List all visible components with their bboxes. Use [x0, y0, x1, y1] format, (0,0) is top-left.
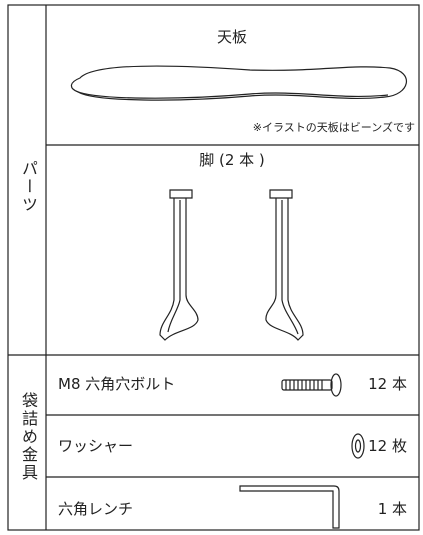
item-note: ※イラストの天板はビーンズです — [252, 121, 415, 134]
wrench-illustration — [239, 485, 340, 529]
section-label: 袋詰め金具 — [19, 392, 38, 482]
hardware-name: M8 六角穴ボルト — [58, 375, 176, 393]
tabletop-illustration — [70, 65, 408, 101]
hardware-name: 六角レンチ — [58, 500, 134, 518]
hardware-quantity: 12 本 — [368, 375, 407, 393]
leg-illustration — [159, 189, 199, 341]
tabletop-edge — [75, 90, 389, 99]
outer-border — [7, 4, 420, 531]
hardware-quantity: 1 本 — [377, 500, 407, 518]
washer-illustration — [351, 433, 365, 459]
leg-illustration — [265, 189, 304, 341]
section-label: パーツ — [19, 160, 38, 214]
hardware-quantity: 12 枚 — [368, 437, 407, 455]
item-title: 脚 (2 本 ) — [199, 151, 265, 169]
bolt-illustration — [281, 373, 342, 397]
item-title: 天板 — [216, 28, 247, 46]
hardware-name: ワッシャー — [58, 437, 134, 455]
